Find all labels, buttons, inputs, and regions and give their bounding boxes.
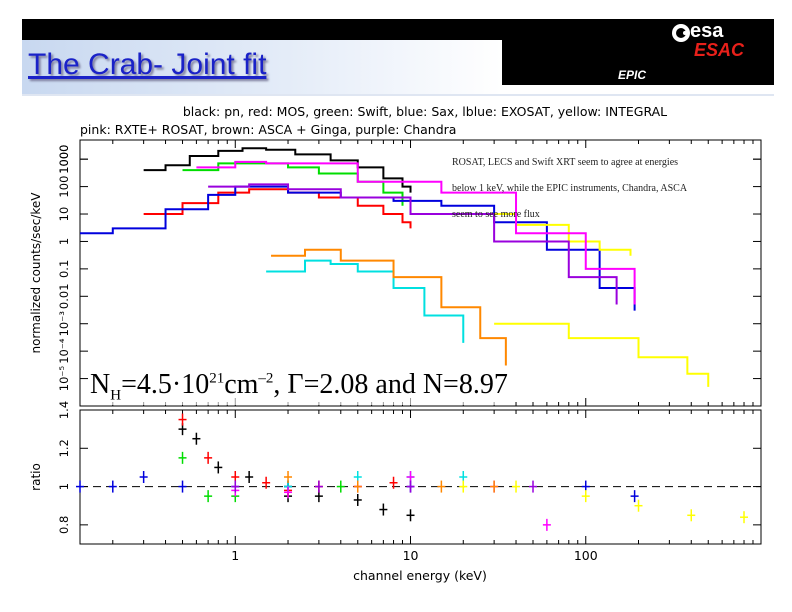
annotation-line-3: seem to see more flux: [452, 209, 540, 220]
spectrum-series-pn: [143, 147, 412, 193]
header-separator: [22, 94, 774, 96]
slide-header: The Crab- Joint fit esa ESAC EPIC: [0, 0, 792, 96]
ratio-y-tick-label: 1.2: [57, 439, 71, 457]
y-tick-label: 10: [57, 207, 71, 222]
title-bar: [22, 40, 502, 94]
legend-line-1: black: pn, red: MOS, green: Swift, blue:…: [183, 104, 667, 119]
nh-value: =4.5·10: [121, 369, 210, 400]
nh-symbol: N: [90, 369, 111, 400]
annotation-note: ROSAT, LECS and Swift XRT seem to agree …: [452, 150, 712, 228]
y-tick-label: 100: [57, 176, 71, 198]
spectrum-series-extra: [494, 322, 710, 387]
slide-title: The Crab- Joint fit: [28, 48, 267, 81]
y-tick-label: 1000: [57, 145, 71, 174]
crab-spectrum-plot: black: pn, red: MOS, green: Swift, blue:…: [29, 104, 762, 583]
x-tick-label: 100: [574, 548, 598, 563]
epic-label: EPIC: [618, 68, 647, 82]
spectrum-panel-frame: [79, 139, 762, 407]
spectrum-series-chandra: [208, 183, 618, 305]
x-tick-label: 10: [403, 548, 419, 563]
nh-unit-exponent: –2: [258, 370, 274, 387]
y-tick-label: 10⁻³: [57, 311, 71, 337]
ratio-y-axis-label: ratio: [29, 463, 43, 491]
x-axis-label: channel energy (keV): [353, 568, 487, 583]
y-tick-label: 1000: [57, 145, 71, 174]
esac-label: ESAC: [694, 40, 745, 60]
y-tick-label: 0.01: [57, 283, 71, 309]
ratio-series: [76, 413, 749, 531]
annotation-line-2: below 1 keV, while the EPIC instruments,…: [452, 183, 688, 194]
y-tick-label: 10⁻⁴: [57, 338, 71, 364]
y-tick-label: 1: [57, 238, 71, 245]
ratio-panel-frame: [79, 409, 762, 545]
spectrum-series-swift: [182, 162, 404, 206]
nh-subscript: H: [110, 387, 122, 404]
fit-rest: , Γ=2.08 and N=8.97: [273, 369, 508, 400]
legend-line-2: pink: RXTE+ ROSAT, brown: ASCA + Ginga, …: [80, 122, 456, 137]
nh-exponent: 21: [209, 370, 225, 387]
spectrum-series-asca-ginga: [271, 248, 507, 366]
esa-label: esa: [690, 20, 724, 42]
spectrum-y-axis-label: normalized counts/sec/keV: [29, 192, 43, 354]
ratio-y-tick-label: 1.4: [57, 401, 71, 419]
x-tick-label: 1: [231, 548, 239, 563]
spectrum-series-exosat: [266, 259, 465, 343]
y-tick-label: 10⁻⁵: [57, 366, 71, 392]
ratio-y-tick-label: 1: [57, 483, 71, 490]
nh-unit: cm: [224, 369, 259, 400]
spectrum-series: [80, 147, 710, 387]
annotation-line-1: ROSAT, LECS and Swift XRT seem to agree …: [452, 157, 679, 168]
ratio-y-tick-label: 0.8: [57, 516, 71, 534]
ratio-ticks: 1 10 100 0.8 1 1.2 1.4: [57, 401, 761, 563]
fit-parameters: NH=4.5·1021cm–2, Γ=2.08 and N=8.97: [90, 369, 508, 405]
spectrum-series-rxte-rosat: [196, 160, 636, 305]
esa-logo-icon: [672, 24, 690, 42]
y-tick-label: 0.1: [57, 260, 71, 278]
